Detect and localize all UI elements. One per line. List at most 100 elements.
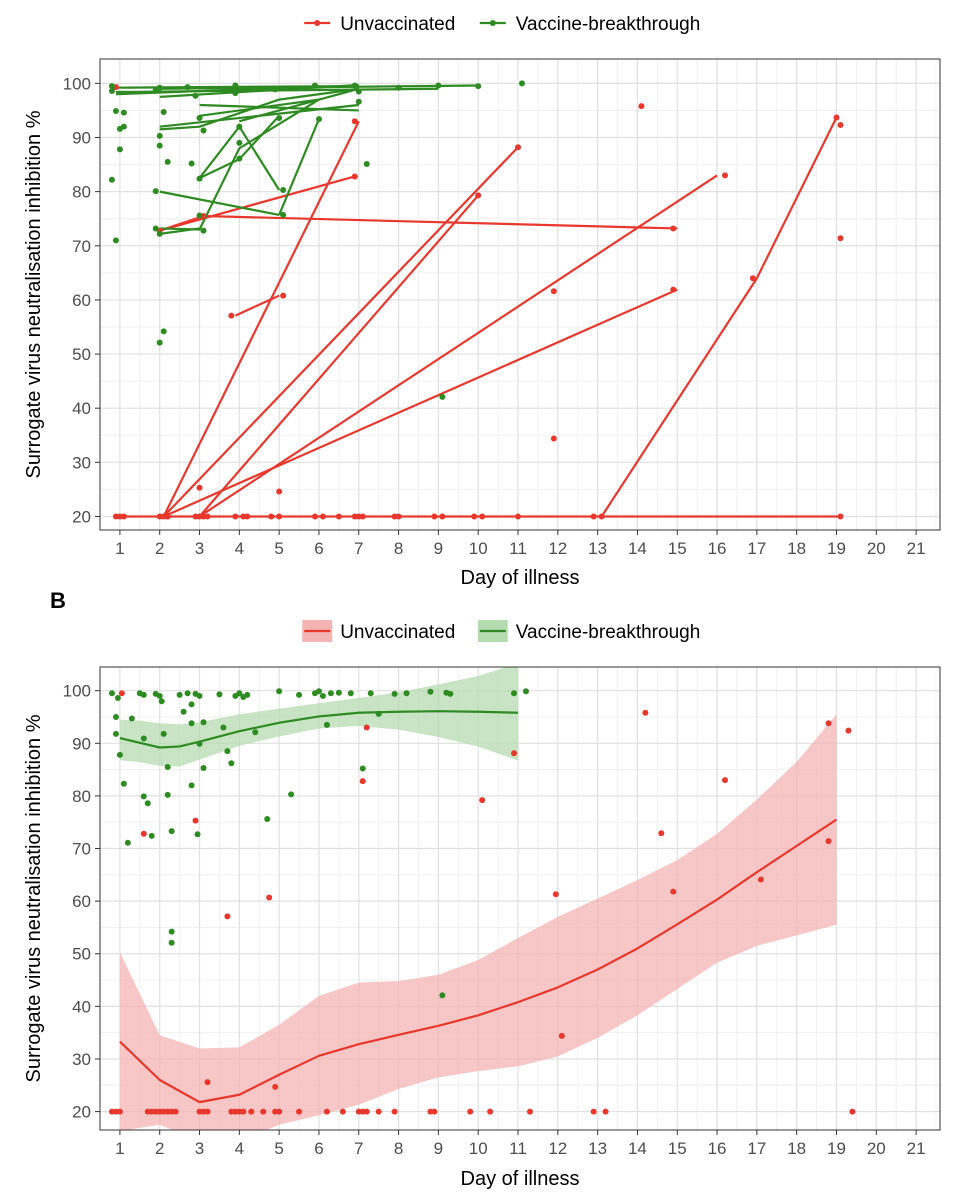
chart-b-point-vaccine-breakthrough-5 xyxy=(120,780,127,787)
chart-b-smooth-line-unvaccinated xyxy=(119,818,838,1104)
chart-b-point-vaccine-breakthrough-43 xyxy=(252,729,259,736)
chart-a-point-unvaccinated-41 xyxy=(550,435,557,442)
chart-a-point-vaccine-breakthrough-37 xyxy=(311,82,318,89)
chart-a-point-vaccine-breakthrough-12 xyxy=(156,132,163,139)
chart-b-point-unvaccinated-2 xyxy=(116,1108,123,1115)
chart-a-legend-label: Unvaccinated xyxy=(340,14,455,35)
chart-a-point-vaccine-breakthrough-16 xyxy=(152,225,159,232)
chart-a-x-tick-label: 2 xyxy=(155,539,164,558)
chart-b-y-tick-label: 60 xyxy=(72,892,91,911)
chart-a-x-tick-label: 18 xyxy=(787,539,806,558)
chart-a-trajectory-vaccine-breakthrough-14 xyxy=(278,118,320,216)
chart-b-point-vaccine-breakthrough-22 xyxy=(168,939,175,946)
chart-b-point-unvaccinated-47 xyxy=(558,1032,565,1039)
chart-b-point-unvaccinated-12 xyxy=(172,1108,179,1115)
chart-a-point-vaccine-breakthrough-23 xyxy=(200,127,207,134)
chart-a-legend-label: Vaccine-breakthrough xyxy=(516,14,700,35)
chart-b-point-vaccine-breakthrough-3 xyxy=(114,695,121,702)
chart-a-point-unvaccinated-24 xyxy=(319,513,326,520)
chart-a-point-unvaccinated-16 xyxy=(232,513,239,520)
chart-a-point-unvaccinated-46 xyxy=(670,286,677,293)
chart-a-point-unvaccinated-34 xyxy=(439,513,446,520)
chart-b-point-vaccine-breakthrough-6 xyxy=(124,839,131,846)
chart-a-point-unvaccinated-44 xyxy=(638,103,645,110)
chart-b-point-vaccine-breakthrough-20 xyxy=(168,828,175,835)
chart-b-x-tick-label: 14 xyxy=(628,1139,647,1158)
chart-a-point-vaccine-breakthrough-11 xyxy=(160,109,167,116)
chart-b-point-unvaccinated-25 xyxy=(266,894,273,901)
chart-b-legend: Unvaccinated Vaccine-breakthrough xyxy=(302,620,700,643)
chart-b-y-axis-label: Surrogate virus neutralisation inhibitio… xyxy=(23,714,45,1082)
chart-b-point-unvaccinated-34 xyxy=(363,1108,370,1115)
chart-b-point-vaccine-breakthrough-52 xyxy=(327,690,334,697)
chart-a-point-vaccine-breakthrough-20 xyxy=(184,84,191,91)
chart-a-x-tick-label: 13 xyxy=(588,539,607,558)
chart-a-point-unvaccinated-12 xyxy=(196,484,203,491)
chart-a-point-vaccine-breakthrough-1 xyxy=(108,87,115,94)
chart-a-y-tick-label: 60 xyxy=(72,291,91,310)
chart-a-point-unvaccinated-38 xyxy=(515,513,522,520)
chart-a-x-tick-label: 15 xyxy=(668,539,687,558)
chart-a-minor-grid xyxy=(99,59,940,530)
chart-b-point-unvaccinated-37 xyxy=(375,1108,382,1115)
chart-a-point-vaccine-breakthrough-34 xyxy=(276,115,283,122)
chart-a-x-tick-label: 9 xyxy=(434,539,443,558)
chart-a-trajectory-unvaccinated-8 xyxy=(600,116,838,518)
chart-a-legend-item-vaccine-breakthrough: Vaccine-breakthrough xyxy=(479,14,700,35)
chart-b-point-unvaccinated-58 xyxy=(849,1108,856,1115)
chart-b-point-vaccine-breakthrough-1 xyxy=(112,713,119,720)
chart-a-point-vaccine-breakthrough-14 xyxy=(164,158,171,165)
chart-a-point-unvaccinated-49 xyxy=(833,114,840,121)
chart-a-point-vaccine-breakthrough-7 xyxy=(108,176,115,183)
chart-b-legend-label: Vaccine-breakthrough xyxy=(516,622,700,643)
chart-a-trajectory-unvaccinated-7 xyxy=(198,174,718,518)
chart-a-point-vaccine-breakthrough-35 xyxy=(280,187,287,194)
chart-b-legend-item-vaccine-breakthrough: Vaccine-breakthrough xyxy=(477,620,700,643)
chart-b-point-vaccine-breakthrough-0 xyxy=(108,690,115,697)
chart-b-x-tick-label: 16 xyxy=(708,1139,727,1158)
chart-b-point-unvaccinated-52 xyxy=(670,888,677,895)
chart-b-point-unvaccinated-56 xyxy=(825,838,832,845)
chart-a-point-unvaccinated-28 xyxy=(359,513,366,520)
chart-b-point-vaccine-breakthrough-30 xyxy=(194,831,201,838)
chart-a-trajectory-unvaccinated-4 xyxy=(162,146,519,518)
chart-b-x-axis-label: Day of illness xyxy=(461,1168,580,1190)
chart-a-point-unvaccinated-48 xyxy=(749,275,756,282)
chart-b-point-unvaccinated-26 xyxy=(272,1083,279,1090)
chart-a-x-tick-label: 1 xyxy=(115,539,124,558)
chart-a-point-unvaccinated-47 xyxy=(722,172,729,179)
chart-b-y-tick-label: 80 xyxy=(72,787,91,806)
chart-b-point-vaccine-breakthrough-65 xyxy=(522,688,529,695)
chart-b-point-vaccine-breakthrough-27 xyxy=(188,720,195,727)
chart-b-point-vaccine-breakthrough-60 xyxy=(427,688,434,695)
chart-a-trajectory-unvaccinated-5 xyxy=(198,194,480,518)
chart-b-x-tick-label: 10 xyxy=(469,1139,488,1158)
chart-b-point-vaccine-breakthrough-40 xyxy=(236,690,243,697)
chart-b-point-unvaccinated-31 xyxy=(339,1108,346,1115)
chart-b-point-unvaccinated-49 xyxy=(602,1108,609,1115)
chart-a-point-unvaccinated-42 xyxy=(590,513,597,520)
chart-b-x-tick-label: 13 xyxy=(588,1139,607,1158)
chart-a-point-unvaccinated-11 xyxy=(204,513,211,520)
chart-b-point-vaccine-breakthrough-59 xyxy=(403,690,410,697)
chart-a-point-vaccine-breakthrough-32 xyxy=(236,155,243,162)
chart-b-point-vaccine-breakthrough-53 xyxy=(335,689,342,696)
chart-b-x-tick-label: 4 xyxy=(235,1139,244,1158)
chart-a-point-vaccine-breakthrough-41 xyxy=(355,98,362,105)
chart-b-point-vaccine-breakthrough-23 xyxy=(176,691,183,698)
chart-b-x-tick-label: 20 xyxy=(867,1139,886,1158)
chart-a-trajectory-vaccine-breakthrough-6 xyxy=(199,103,359,112)
chart-a-point-vaccine-breakthrough-15 xyxy=(152,188,159,195)
chart-a-point-vaccine-breakthrough-33 xyxy=(272,86,279,93)
chart-a-point-vaccine-breakthrough-47 xyxy=(518,80,525,87)
chart-a-point-vaccine-breakthrough-29 xyxy=(232,90,239,97)
chart-b-point-unvaccinated-4 xyxy=(140,830,147,837)
chart-a-point-unvaccinated-50 xyxy=(837,122,844,129)
chart-b-point-unvaccinated-42 xyxy=(479,797,486,804)
chart-b-point-vaccine-breakthrough-37 xyxy=(224,748,231,755)
chart-a-trajectory-vaccine-breakthrough-9 xyxy=(239,87,360,123)
chart-a-point-vaccine-breakthrough-5 xyxy=(120,123,127,130)
chart-b-point-vaccine-breakthrough-36 xyxy=(220,724,227,731)
chart-b-x-tick-label: 8 xyxy=(394,1139,403,1158)
chart-a-point-unvaccinated-15 xyxy=(228,312,235,319)
